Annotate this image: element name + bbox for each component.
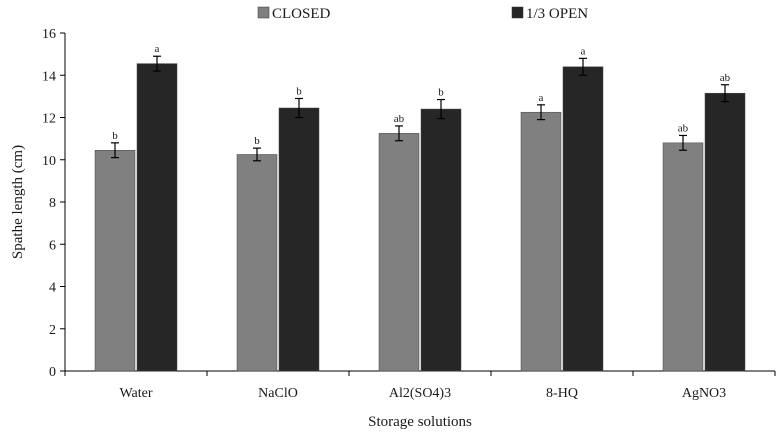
y-tick-label: 10 (42, 154, 56, 169)
x-tick-label: 8-HQ (546, 386, 578, 401)
x-axis-title: Storage solutions (368, 414, 472, 430)
bar-closed (378, 133, 420, 372)
significance-label: b (296, 85, 302, 97)
y-tick-label: 16 (42, 27, 56, 42)
x-tick-label: NaClO (258, 386, 298, 401)
bar-open (704, 92, 746, 372)
significance-label: a (581, 45, 586, 57)
significance-label: a (155, 43, 160, 55)
x-tick-label: AgNO3 (682, 386, 726, 401)
x-tick-label: Water (119, 386, 152, 401)
y-tick-label: 14 (42, 69, 56, 84)
legend: CLOSED 1/3 OPEN (257, 6, 588, 22)
significance-label: b (438, 87, 444, 99)
bar-closed (662, 142, 704, 372)
significance-label: ab (678, 122, 689, 134)
significance-label: b (254, 135, 260, 147)
y-tick-label: 8 (49, 196, 56, 211)
y-tick-label: 6 (49, 238, 56, 253)
bar-closed (236, 154, 278, 372)
bar-closed (520, 111, 562, 372)
legend-swatch (511, 6, 524, 19)
y-axis: 0 2 4 6 8 10 12 14 16 (42, 27, 66, 380)
bar-open (278, 107, 320, 372)
legend-label: CLOSED (272, 6, 331, 22)
significance-label: ab (394, 113, 405, 125)
y-tick-label: 12 (42, 112, 56, 127)
bar-open (136, 63, 178, 372)
y-tick-label: 2 (49, 323, 56, 338)
x-axis: Water NaClO Al2(SO4)3 8-HQ AgNO3 (64, 370, 776, 401)
bar-open (420, 108, 462, 372)
y-tick-label: 0 (49, 365, 56, 380)
x-tick-label: Al2(SO4)3 (389, 386, 451, 401)
significance-label: ab (720, 72, 731, 84)
significance-label: a (539, 92, 544, 104)
y-tick-label: 4 (49, 281, 56, 296)
legend-swatch (257, 6, 270, 19)
bar-open (562, 66, 604, 372)
bar-closed (94, 149, 136, 372)
legend-label: 1/3 OPEN (526, 6, 588, 22)
y-axis-title: Spathe length (cm) (10, 145, 26, 259)
significance-label: b (112, 130, 118, 142)
